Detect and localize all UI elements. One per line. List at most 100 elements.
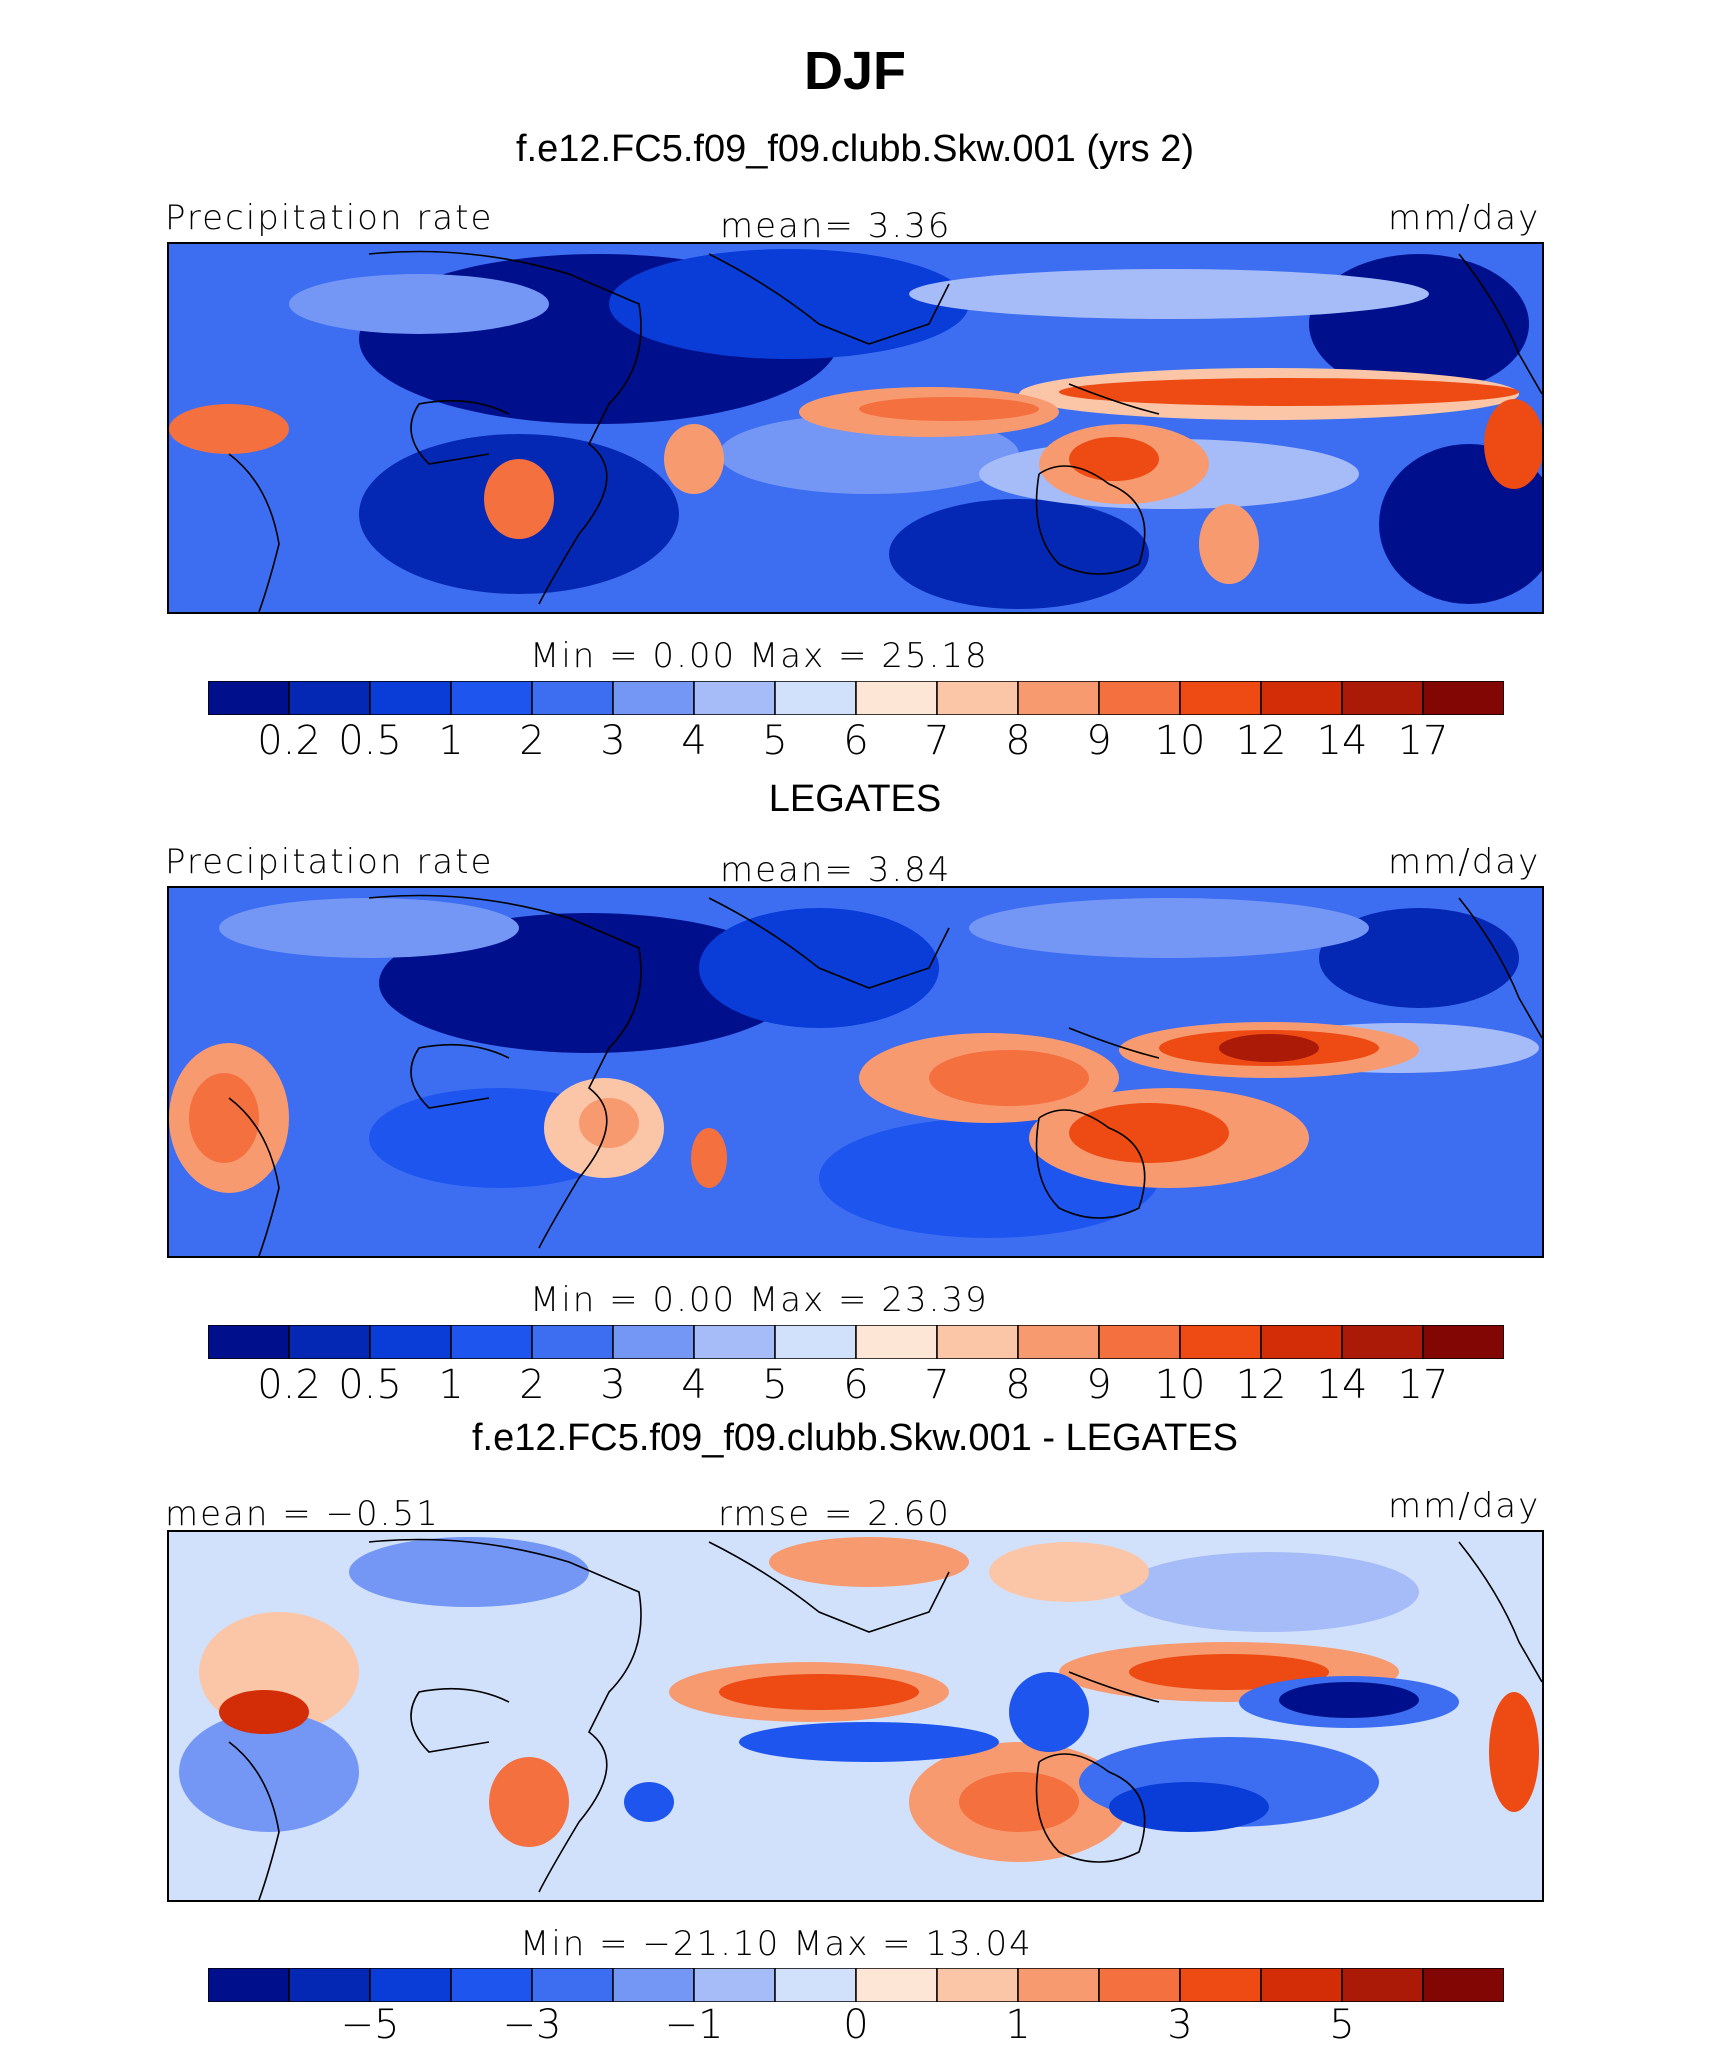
panel-model-colorbar — [208, 681, 1504, 715]
colorbar-swatch — [612, 1968, 695, 2002]
colorbar-swatch — [1017, 681, 1100, 715]
colorbar-swatch — [1260, 1968, 1343, 2002]
colorbar-tick-label: 6 — [843, 718, 869, 764]
colorbar-tick-label: 5 — [1329, 2002, 1355, 2048]
colorbar-tick-label: 17 — [1397, 1362, 1449, 1408]
colorbar-swatch — [531, 1968, 614, 2002]
colorbar-swatch — [855, 681, 938, 715]
colorbar-swatch — [1341, 1325, 1424, 1359]
panel-diff-map — [167, 1530, 1544, 1902]
colorbar-swatch — [369, 1325, 452, 1359]
colorbar-tick-label: 3 — [600, 1362, 626, 1408]
colorbar-tick-label: 4 — [681, 718, 707, 764]
colorbar-swatch — [369, 1968, 452, 2002]
colorbar-tick-label: 1 — [1005, 2002, 1031, 2048]
panel-model-mean-label: mean= 3.36 — [720, 206, 952, 246]
panel-diff-mean-label: mean = −0.51 — [165, 1494, 440, 1534]
colorbar-tick-label: 7 — [924, 1362, 950, 1408]
colorbar-swatch — [855, 1968, 938, 2002]
colorbar-tick-label: 5 — [762, 1362, 788, 1408]
colorbar-swatch — [450, 681, 533, 715]
panel-model-minmax: Min = 0.00 Max = 25.18 — [530, 636, 989, 676]
panel-obs-heading: LEGATES — [768, 778, 942, 820]
panel-diff-heading: f.e12.FC5.f09_f09.clubb.Skw.001 - LEGATE… — [471, 1417, 1239, 1459]
colorbar-swatch — [1179, 1325, 1262, 1359]
colorbar-swatch — [208, 1325, 290, 1359]
colorbar-tick-label: 8 — [1005, 1362, 1031, 1408]
colorbar-swatch — [693, 681, 776, 715]
colorbar-swatch — [1017, 1968, 1100, 2002]
colorbar-swatch — [936, 1325, 1019, 1359]
colorbar-tick-label: 2 — [519, 718, 545, 764]
colorbar-tick-label: −5 — [340, 2002, 400, 2048]
panel-obs-map — [167, 886, 1544, 1258]
colorbar-swatch — [1260, 681, 1343, 715]
colorbar-tick-label: 14 — [1316, 718, 1368, 764]
colorbar-swatch — [936, 681, 1019, 715]
colorbar-swatch — [1098, 1968, 1181, 2002]
colorbar-swatch — [612, 1325, 695, 1359]
colorbar-tick-label: 4 — [681, 1362, 707, 1408]
colorbar-tick-label: 2 — [519, 1362, 545, 1408]
colorbar-swatch — [774, 1325, 857, 1359]
panel-model-left-label: Precipitation rate — [165, 198, 494, 238]
colorbar-tick-label: 14 — [1316, 1362, 1368, 1408]
colorbar-tick-label: 5 — [762, 718, 788, 764]
panel-obs-colorbar — [208, 1325, 1504, 1359]
colorbar-tick-label: 10 — [1154, 718, 1206, 764]
colorbar-swatch — [208, 1968, 290, 2002]
colorbar-swatch — [1098, 1325, 1181, 1359]
colorbar-swatch — [774, 681, 857, 715]
page-title: DJF — [803, 41, 906, 101]
colorbar-swatch — [1422, 1968, 1504, 2002]
colorbar-swatch — [531, 681, 614, 715]
colorbar-swatch — [855, 1325, 938, 1359]
colorbar-swatch — [1179, 681, 1262, 715]
colorbar-swatch — [693, 1968, 776, 2002]
colorbar-swatch — [450, 1968, 533, 2002]
panel-model-colorbar-ticks: 0.2 0.5 1 2 3 4 5 6 7 8 9 10 12 14 17 — [0, 718, 1710, 768]
panel-diff-rmse-label: rmse = 2.60 — [718, 1494, 951, 1534]
colorbar-swatch — [774, 1968, 857, 2002]
panel-model-units-label: mm/day — [1388, 198, 1541, 238]
colorbar-swatch — [1341, 1968, 1424, 2002]
panel-diff-minmax: Min = −21.10 Max = 13.04 — [520, 1924, 1033, 1964]
colorbar-tick-label: 0.2 — [257, 1362, 321, 1408]
colorbar-tick-label: 17 — [1397, 718, 1449, 764]
colorbar-tick-label: 1 — [438, 718, 464, 764]
colorbar-tick-label: 0.2 — [257, 718, 321, 764]
colorbar-tick-label: 1 — [438, 1362, 464, 1408]
panel-diff-map-svg — [169, 1532, 1542, 1900]
colorbar-tick-label: 9 — [1086, 718, 1112, 764]
colorbar-tick-label: 3 — [1167, 2002, 1193, 2048]
panel-diff-units-label: mm/day — [1388, 1486, 1541, 1526]
colorbar-tick-label: 0 — [843, 2002, 869, 2048]
panel-obs-map-svg — [169, 888, 1542, 1256]
colorbar-swatch — [612, 681, 695, 715]
colorbar-tick-label: 9 — [1086, 1362, 1112, 1408]
panel-obs-minmax: Min = 0.00 Max = 23.39 — [530, 1280, 989, 1320]
colorbar-tick-label: 12 — [1235, 718, 1287, 764]
colorbar-swatch — [1260, 1325, 1343, 1359]
colorbar-tick-label: −3 — [502, 2002, 562, 2048]
colorbar-swatch — [288, 681, 371, 715]
colorbar-tick-label: 12 — [1235, 1362, 1287, 1408]
colorbar-swatch — [450, 1325, 533, 1359]
colorbar-tick-label: −1 — [664, 2002, 724, 2048]
panel-model-heading: f.e12.FC5.f09_f09.clubb.Skw.001 (yrs 2) — [515, 128, 1195, 170]
panel-model-map — [167, 242, 1544, 614]
colorbar-tick-label: 0.5 — [338, 1362, 402, 1408]
colorbar-swatch — [1179, 1968, 1262, 2002]
colorbar-swatch — [1422, 1325, 1504, 1359]
colorbar-swatch — [288, 1325, 371, 1359]
panel-obs-left-label: Precipitation rate — [165, 842, 494, 882]
colorbar-swatch — [1341, 681, 1424, 715]
colorbar-tick-label: 0.5 — [338, 718, 402, 764]
panel-model-map-svg — [169, 244, 1542, 612]
panel-diff-colorbar — [208, 1968, 1504, 2002]
colorbar-swatch — [693, 1325, 776, 1359]
colorbar-tick-label: 10 — [1154, 1362, 1206, 1408]
colorbar-swatch — [369, 681, 452, 715]
colorbar-swatch — [1098, 681, 1181, 715]
panel-obs-mean-label: mean= 3.84 — [720, 850, 952, 890]
